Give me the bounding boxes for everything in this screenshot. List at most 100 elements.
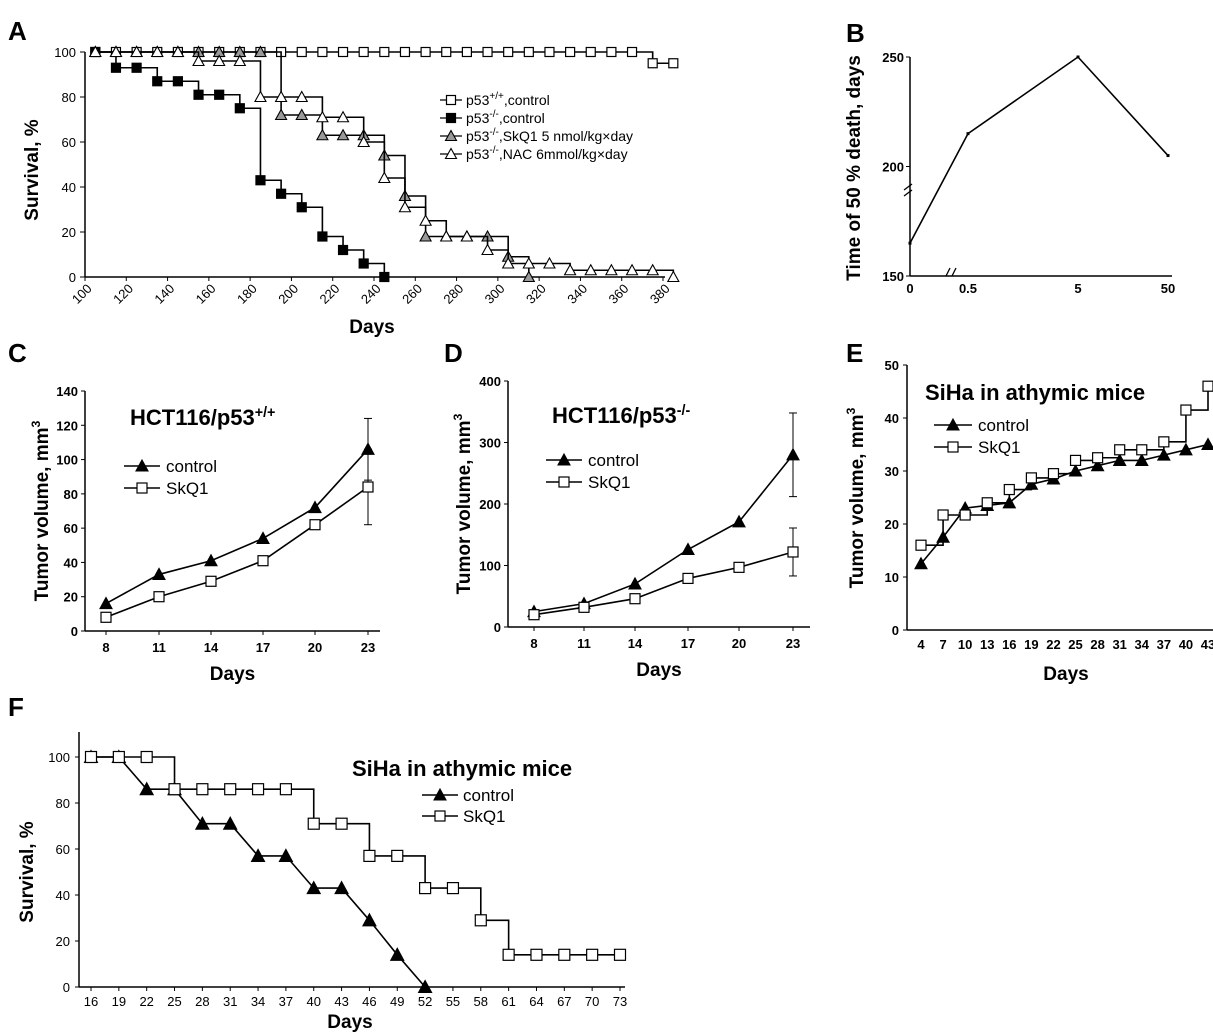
data-point	[274, 108, 288, 121]
data-point	[628, 576, 642, 590]
y-tick-label: 20	[64, 590, 78, 605]
data-point	[681, 542, 695, 556]
x-tick-label: 240	[358, 281, 384, 307]
data-point	[251, 783, 265, 796]
data-point	[377, 171, 391, 184]
y-axis-title: Tumor volume, mm3	[29, 421, 53, 602]
x-tick-label: 58	[474, 994, 488, 1009]
x-tick-label: 5	[1074, 281, 1081, 296]
data-point	[317, 231, 328, 242]
data-point	[196, 783, 209, 796]
x-tick-label: 19	[1024, 637, 1038, 652]
data-point	[646, 263, 660, 276]
data-point	[666, 270, 680, 283]
x-tick-label: 16	[1002, 637, 1016, 652]
x-tick-label: 0.5	[959, 281, 977, 296]
data-point	[502, 948, 515, 961]
data-point	[336, 110, 350, 123]
data-point	[309, 519, 321, 531]
data-point	[420, 46, 431, 58]
x-axis-title: Days	[636, 660, 681, 681]
y-axis-title: Tumor volume, mm3	[451, 414, 475, 595]
data-point	[915, 539, 927, 551]
data-point	[544, 46, 555, 58]
legend-label: control	[978, 416, 1029, 435]
data-point	[604, 263, 618, 276]
data-point	[150, 45, 164, 58]
y-tick-label: 0	[63, 980, 70, 995]
panel-letter-b: B	[846, 18, 865, 48]
x-tick-label: 25	[167, 994, 181, 1009]
x-tick-label: 23	[786, 636, 800, 651]
data-point	[1025, 472, 1037, 484]
data-point	[391, 849, 404, 863]
x-tick-label: 17	[256, 640, 270, 655]
x-tick-label: 37	[1157, 637, 1171, 652]
y-tick-label: 400	[479, 374, 501, 389]
data-point	[357, 135, 371, 148]
y-axis-title: Time of 50 % death, days	[844, 55, 865, 281]
data-point	[558, 948, 571, 961]
legend-marker	[434, 810, 446, 822]
legend-marker	[946, 417, 960, 431]
data-point	[224, 783, 237, 796]
data-point	[88, 45, 102, 58]
x-tick-label: 70	[585, 994, 599, 1009]
data-point	[959, 509, 971, 521]
legend-label: p53-/-,SkQ1 5 nmol/kg×day	[466, 127, 633, 144]
x-tick-label: 340	[564, 281, 590, 307]
x-tick-label: 28	[1090, 637, 1104, 652]
x-tick-label: 31	[1112, 637, 1126, 652]
y-tick-label: 0	[892, 623, 899, 638]
data-point	[565, 46, 576, 58]
data-point	[981, 497, 993, 509]
x-tick-label: 200	[275, 281, 301, 307]
data-point	[1178, 442, 1193, 456]
data-point	[168, 783, 181, 796]
x-tick-label: 13	[980, 637, 994, 652]
data-point	[131, 62, 142, 73]
y-tick-label: 60	[56, 842, 70, 857]
y-tick-label: 250	[882, 50, 904, 65]
legend-label: SkQ1	[588, 473, 631, 492]
data-point	[361, 912, 377, 927]
data-point	[139, 781, 155, 796]
y-axis-title: Tumor volume, mm3	[844, 408, 868, 589]
y-tick-label: 20	[56, 934, 70, 949]
y-tick-label: 140	[56, 384, 78, 399]
y-tick-label: 300	[479, 436, 501, 451]
y-tick-label: 10	[885, 570, 899, 585]
x-tick-label: 19	[112, 994, 126, 1009]
x-tick-label: 22	[1046, 637, 1060, 652]
data-point	[308, 500, 322, 514]
y-tick-label: 100	[479, 559, 501, 574]
data-point	[379, 46, 390, 58]
x-tick-label: 23	[361, 640, 375, 655]
data-point	[399, 46, 411, 58]
data-point	[295, 90, 309, 103]
x-tick-label: 300	[482, 281, 508, 307]
legend-marker	[947, 441, 959, 453]
panel-d: D 0 100 200 300 400 8 11 14 17 20 23 Days Tumor volum…	[444, 338, 810, 681]
data-point	[1156, 447, 1171, 461]
data-point	[315, 110, 329, 123]
data-point	[522, 256, 536, 269]
y-tick-label: 80	[56, 796, 70, 811]
data-point	[296, 46, 307, 58]
data-point	[153, 591, 165, 603]
legend-label: control	[166, 457, 217, 476]
data-point	[257, 555, 269, 567]
data-point	[1076, 55, 1080, 59]
data-point	[307, 817, 320, 830]
data-point	[337, 46, 349, 58]
data-point	[234, 103, 245, 114]
x-tick-label: 320	[523, 281, 549, 307]
data-point	[112, 750, 125, 764]
series-line	[533, 551, 794, 616]
data-point	[626, 46, 638, 58]
data-point	[787, 546, 799, 558]
data-point	[358, 258, 369, 269]
data-point	[1166, 154, 1170, 158]
data-point	[389, 947, 405, 961]
data-point	[441, 46, 452, 58]
